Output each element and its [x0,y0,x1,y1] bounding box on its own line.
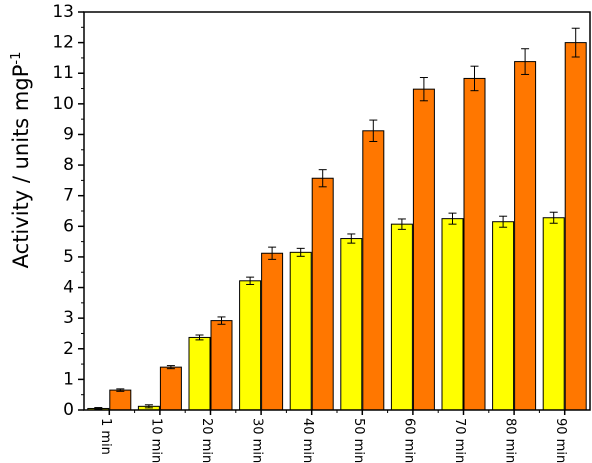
y-tick-label-7: 7 [63,186,74,206]
y-tick-label-13: 13 [52,2,74,22]
bar-series-2-3 [261,252,284,411]
y-tick-label-12: 12 [52,33,74,53]
x-tick-label-8: 80 min [503,418,518,463]
bar-series-2-0 [109,389,132,411]
x-tick-label-1: 10 min [148,418,163,463]
y-axis-title: Activity / units mgP-1 [9,52,33,269]
bar-series-1-5 [340,238,363,411]
x-tick-label-3: 30 min [250,418,265,463]
bar-series-2-4 [311,177,334,411]
x-tick-label-7: 70 min [452,418,467,463]
y-axis-title-superscript: -1 [9,52,24,65]
bar-series-1-9 [542,217,565,411]
y-axis-title-text: Activity / units mgP [9,65,33,269]
bar-series-2-8 [514,61,537,411]
bar-series-2-6 [412,88,435,411]
x-tick-label-6: 60 min [401,418,416,463]
x-tick-label-0: 1 min [98,418,113,455]
bar-series-1-4 [289,251,312,411]
x-tick-label-2: 20 min [199,418,214,463]
y-tick-label-2: 2 [63,339,74,359]
y-tick-label-3: 3 [63,308,74,328]
bar-series-2-1 [159,366,182,411]
y-tick-label-1: 1 [63,369,74,389]
error-bars-layer [94,27,580,410]
bar-series-1-2 [188,336,211,411]
y-tick-label-6: 6 [63,216,74,236]
y-tick-label-9: 9 [63,124,74,144]
bar-series-2-2 [210,320,233,411]
svg-text:Activity / units mgP-1: Activity / units mgP-1 [9,52,33,269]
bar-series-1-3 [239,280,262,411]
bar-series-2-7 [463,77,486,411]
bar-series-1-8 [492,221,515,411]
bar-series-1-6 [390,223,413,411]
x-tick-label-9: 90 min [553,418,568,463]
x-tick-label-4: 40 min [300,418,315,463]
bar-series-1-7 [441,218,464,411]
x-tick-label-5: 50 min [351,418,366,463]
y-tick-label-0: 0 [63,400,74,420]
x-axis-ticks: 1 min 10 min 20 min 30 min 40 min 50 min 60 mi… [98,410,568,463]
y-tick-label-11: 11 [52,63,74,83]
bar-series-2-9 [564,42,587,411]
bar-series-2-5 [362,130,385,411]
bars-layer [87,42,587,411]
y-tick-label-8: 8 [63,155,74,175]
y-tick-label-10: 10 [52,94,74,114]
y-tick-label-4: 4 [63,278,74,298]
y-tick-label-5: 5 [63,247,74,267]
